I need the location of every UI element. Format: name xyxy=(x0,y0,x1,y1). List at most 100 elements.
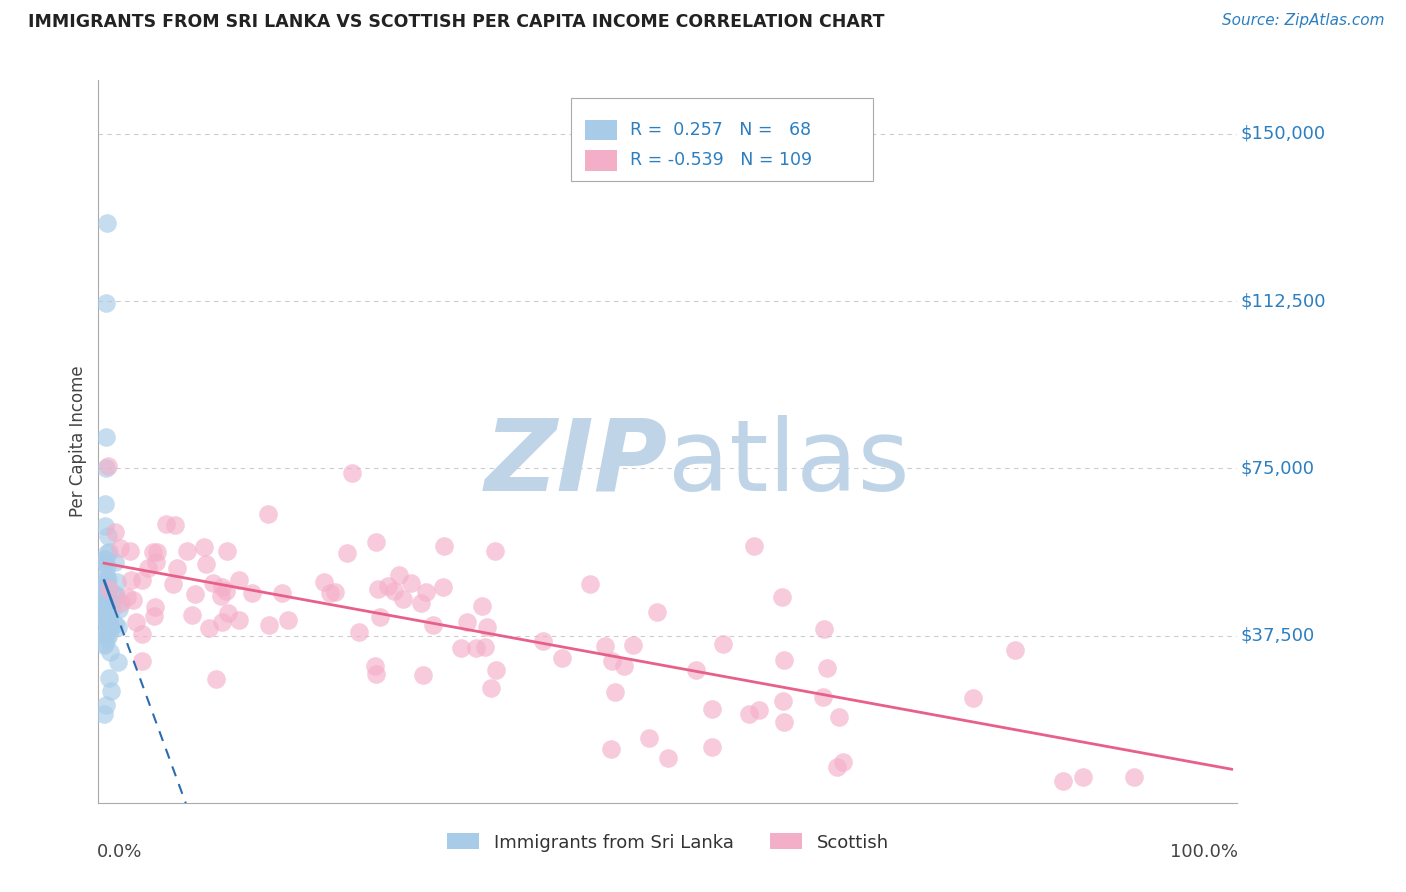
Point xyxy=(531,634,554,648)
Point xyxy=(93,612,115,626)
Text: R = -0.539   N = 109: R = -0.539 N = 109 xyxy=(630,152,813,169)
FancyBboxPatch shape xyxy=(585,120,617,140)
Point xyxy=(1052,773,1074,788)
Point xyxy=(97,580,120,594)
Point xyxy=(145,555,167,569)
Point xyxy=(1071,771,1094,785)
Point xyxy=(96,606,118,620)
Text: R =  0.257   N =   68: R = 0.257 N = 68 xyxy=(630,121,811,139)
Point xyxy=(205,672,228,686)
Point xyxy=(742,539,765,553)
Point xyxy=(94,637,117,651)
Point xyxy=(105,575,128,590)
Text: 0.0%: 0.0% xyxy=(97,843,142,861)
Point xyxy=(93,627,115,641)
Point xyxy=(367,582,389,596)
Text: IMMIGRANTS FROM SRI LANKA VS SCOTTISH PER CAPITA INCOME CORRELATION CHART: IMMIGRANTS FROM SRI LANKA VS SCOTTISH PE… xyxy=(28,13,884,31)
Point xyxy=(962,691,984,706)
Point xyxy=(98,645,121,659)
Point xyxy=(96,614,118,628)
Point xyxy=(485,663,508,677)
Point xyxy=(312,575,335,590)
Point xyxy=(773,714,796,729)
Point xyxy=(121,592,143,607)
Point xyxy=(603,684,626,698)
Point xyxy=(772,694,794,708)
Point xyxy=(96,584,118,599)
Point xyxy=(107,620,129,634)
Point xyxy=(474,640,496,655)
Point xyxy=(94,579,117,593)
Point xyxy=(96,296,118,310)
Point xyxy=(647,605,669,619)
Point xyxy=(131,573,153,587)
Point xyxy=(94,595,117,609)
Point xyxy=(98,595,121,609)
Point xyxy=(94,497,117,511)
Point xyxy=(1123,770,1146,784)
Point xyxy=(96,578,118,592)
Point xyxy=(399,575,422,590)
Point xyxy=(98,545,121,559)
Point xyxy=(211,580,233,594)
Point xyxy=(277,613,299,627)
Point xyxy=(240,586,263,600)
Point xyxy=(456,615,478,630)
Text: atlas: atlas xyxy=(668,415,910,512)
Text: Source: ZipAtlas.com: Source: ZipAtlas.com xyxy=(1222,13,1385,29)
Point xyxy=(96,430,118,444)
Point xyxy=(131,627,153,641)
Point xyxy=(97,529,120,543)
Point xyxy=(340,466,363,480)
Point xyxy=(96,698,118,712)
Point xyxy=(97,608,120,623)
Point xyxy=(94,552,117,566)
Point xyxy=(104,586,127,600)
Point xyxy=(368,610,391,624)
Point xyxy=(828,710,851,724)
Point xyxy=(391,592,413,607)
Point xyxy=(93,576,115,591)
Point xyxy=(323,585,346,599)
Text: $112,500: $112,500 xyxy=(1240,292,1326,310)
Point xyxy=(120,573,142,587)
Point xyxy=(813,622,835,636)
Point xyxy=(94,626,117,640)
Point xyxy=(96,610,118,624)
Text: $150,000: $150,000 xyxy=(1240,125,1326,143)
Point xyxy=(738,707,761,722)
Point xyxy=(602,654,624,668)
Point xyxy=(110,596,132,610)
Point xyxy=(450,640,472,655)
Point xyxy=(104,617,127,632)
Point xyxy=(142,608,165,623)
Point xyxy=(600,742,623,756)
Point xyxy=(93,638,115,652)
FancyBboxPatch shape xyxy=(585,151,617,170)
Point xyxy=(228,574,250,588)
Point xyxy=(181,607,204,622)
Point xyxy=(125,615,148,629)
Point xyxy=(702,740,724,755)
Point xyxy=(415,584,437,599)
Point xyxy=(93,706,115,721)
Point xyxy=(217,543,239,558)
Point xyxy=(94,601,117,615)
Point xyxy=(96,566,118,581)
Point xyxy=(97,626,120,640)
Point xyxy=(184,587,207,601)
Point xyxy=(318,586,340,600)
Point xyxy=(104,524,127,539)
Point xyxy=(142,545,165,559)
Point xyxy=(259,618,281,632)
Point xyxy=(364,534,387,549)
Point xyxy=(98,608,121,623)
Point xyxy=(770,591,793,605)
Point xyxy=(336,546,359,560)
Point xyxy=(98,582,121,596)
Point xyxy=(193,540,215,554)
Point xyxy=(432,539,454,553)
Point xyxy=(94,555,117,569)
Point xyxy=(409,595,432,609)
Point xyxy=(101,602,124,616)
